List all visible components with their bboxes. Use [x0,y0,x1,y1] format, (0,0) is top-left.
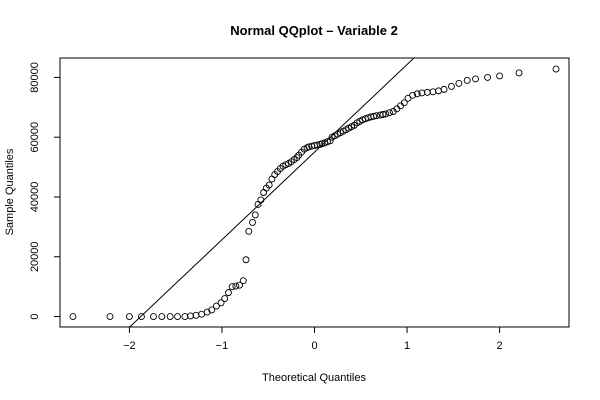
data-point [472,75,479,83]
y-tick-label: 0 [29,313,41,319]
data-point [455,79,463,87]
data-point [232,282,240,290]
data-point [242,256,250,264]
data-point [245,227,253,235]
data-point [386,109,393,117]
data-point [208,306,216,314]
reference-line [128,58,415,327]
x-tick-label: 1 [404,340,410,352]
data-points [69,65,560,320]
data-point [174,313,181,320]
data-point [203,308,211,316]
y-tick-label: 40000 [29,182,41,213]
x-tick-label: −1 [216,340,229,352]
x-tick-label: −2 [123,340,136,352]
data-point [228,283,236,291]
data-point [324,138,331,146]
data-point [379,111,387,118]
data-point [448,82,455,90]
data-point [496,72,504,80]
data-point [125,313,133,320]
data-point [158,313,166,320]
data-point [257,196,265,204]
data-point [236,281,243,289]
y-tick-label: 80000 [29,62,41,93]
data-point [440,85,448,93]
data-point [212,302,220,310]
y-axis: 0 20000 40000 60000 80000 [29,62,60,320]
data-point [552,65,560,73]
data-point [409,91,417,99]
data-point [217,299,225,307]
data-point [69,313,77,320]
data-point [382,110,390,118]
x-axis-label: Theoretical Quantiles [262,372,366,384]
data-point [249,218,256,226]
chart-title: Normal QQplot – Variable 2 [230,23,398,38]
data-point [224,289,232,297]
data-point [239,277,247,285]
data-point [150,313,157,320]
x-tick-label: 0 [311,340,317,352]
data-point [400,99,408,107]
data-point [313,141,321,149]
data-point [515,69,523,77]
data-point [463,76,471,84]
data-point [251,211,259,219]
y-tick-label: 60000 [29,122,41,153]
x-axis: −2 −1 0 1 2 [123,327,503,352]
plot-frame [59,57,570,328]
y-axis-label: Sample Quantiles [4,148,16,235]
data-point [137,313,145,320]
y-tick-label: 20000 [29,241,41,272]
data-point [484,73,492,81]
data-point [373,112,380,120]
data-point [370,112,378,120]
data-point [221,295,229,303]
data-point [413,90,421,98]
data-point [106,313,114,320]
data-point [265,181,273,189]
data-point [326,137,334,145]
data-point [166,313,174,320]
x-tick-label: 2 [497,340,503,352]
